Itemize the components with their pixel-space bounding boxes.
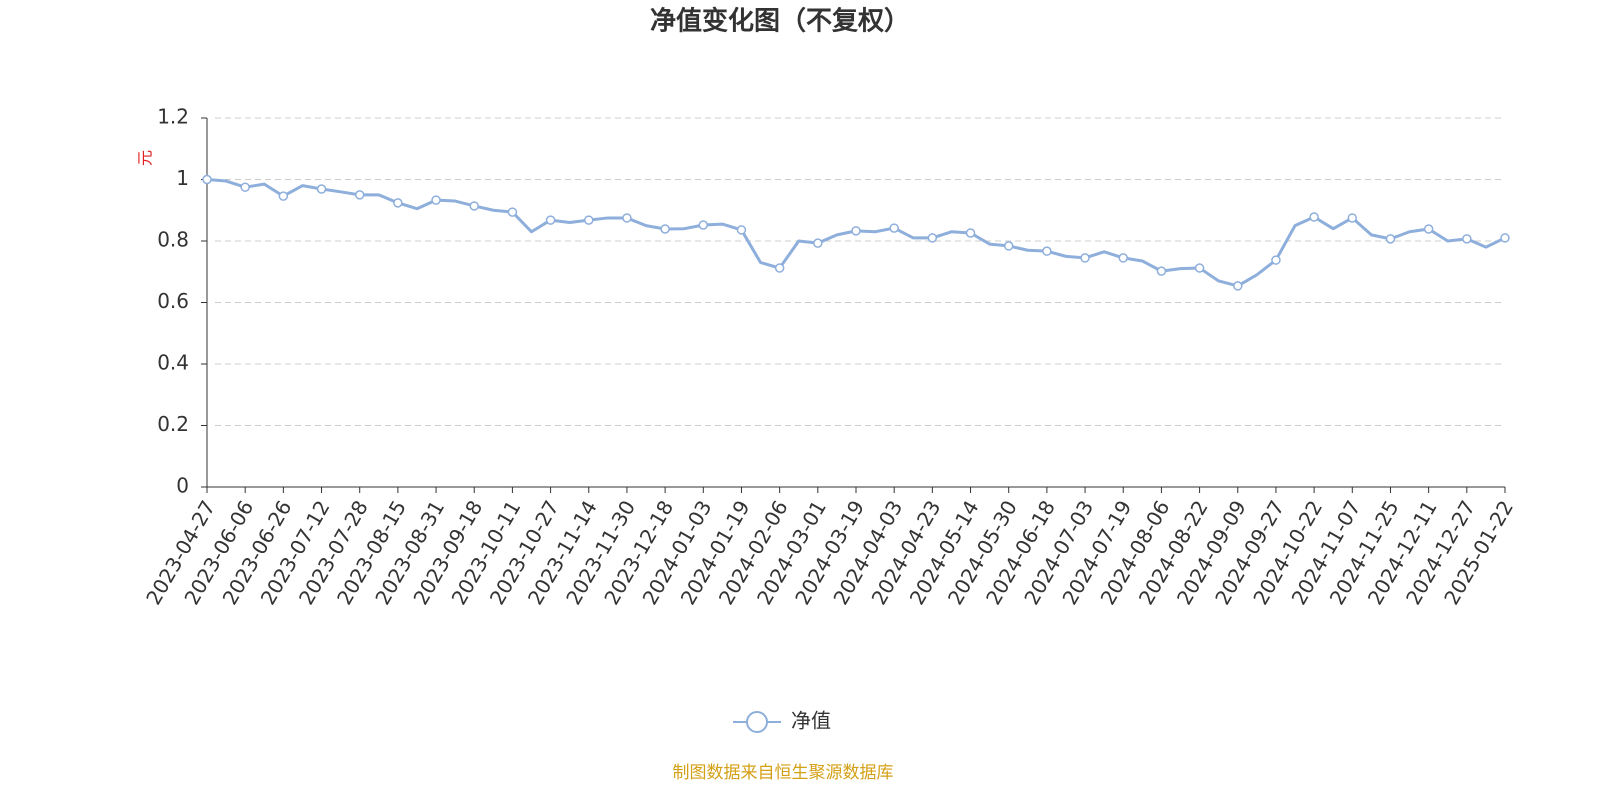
y-tick-label: 0.2 (157, 412, 189, 436)
legend-marker (746, 711, 768, 733)
point (240, 182, 250, 192)
point (1042, 246, 1052, 256)
point (927, 233, 938, 243)
legend-label: 净值 (791, 709, 831, 733)
point (202, 174, 212, 185)
point (507, 207, 518, 217)
point (316, 184, 327, 194)
point (1423, 224, 1434, 234)
point (1003, 241, 1014, 251)
point (660, 224, 670, 234)
point (354, 190, 365, 200)
point (1347, 213, 1358, 223)
point (278, 191, 289, 201)
y-tick-label: 0.4 (157, 351, 189, 375)
point (545, 215, 556, 225)
point (1156, 266, 1167, 276)
point (813, 238, 823, 248)
point (1500, 233, 1510, 243)
point (736, 225, 747, 235)
point (698, 220, 709, 230)
point (1118, 253, 1128, 263)
point (469, 201, 479, 211)
point (1462, 234, 1472, 244)
point (584, 215, 594, 225)
y-axis-label: 元 (136, 150, 155, 166)
source-note: 制图数据来自恒生聚源数据库 (673, 763, 894, 783)
point (622, 213, 632, 223)
point (774, 263, 785, 273)
chart-title: 净值变化图（不复权） (650, 6, 910, 37)
point (1233, 281, 1243, 291)
y-tick-label: 1.2 (157, 105, 189, 129)
y-tick-label: 1 (176, 166, 189, 190)
y-tick-label: 0.6 (157, 289, 189, 313)
point (851, 226, 861, 236)
point (1194, 263, 1205, 273)
y-tick-label: 0 (176, 474, 189, 498)
point (393, 198, 403, 208)
point (889, 223, 899, 233)
point (1080, 253, 1090, 263)
point (1271, 255, 1281, 265)
point (1309, 212, 1319, 222)
point (431, 195, 441, 205)
y-tick-label: 0.8 (157, 228, 189, 252)
point (1385, 234, 1396, 244)
point (965, 228, 976, 238)
